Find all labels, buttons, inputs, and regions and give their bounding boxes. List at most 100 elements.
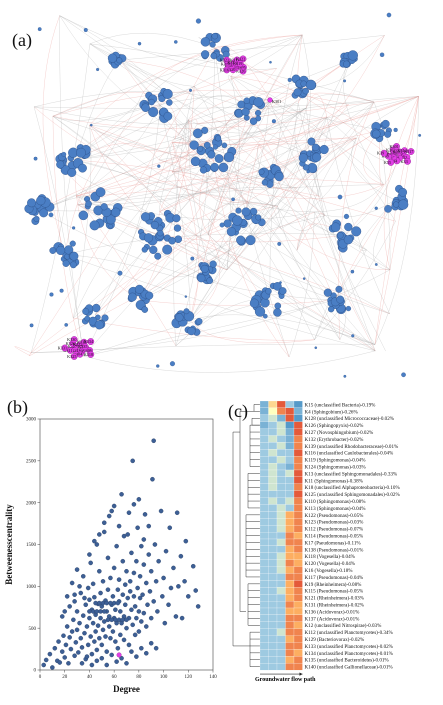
scatter-point: [92, 538, 97, 544]
x-tick-label: 0: [39, 675, 42, 680]
peripheral-node: [277, 241, 282, 246]
peripheral-node: [37, 27, 42, 32]
scatter-point: [106, 624, 112, 629]
scatter-point: [151, 599, 156, 604]
module-node: [255, 214, 262, 221]
negative-edge: [314, 221, 396, 340]
heatmap-cell: [285, 621, 295, 629]
heatmap-cell: [268, 656, 278, 664]
module-node: [312, 152, 322, 162]
scatter-point: [143, 624, 149, 629]
module-node: [298, 153, 308, 163]
scatter-point: [135, 525, 140, 531]
peripheral-node: [83, 28, 88, 33]
heatmap-cell: [268, 449, 278, 457]
scatter-point: [146, 523, 152, 529]
heatmap-cell: [293, 538, 303, 547]
heatmap-cell: [285, 607, 295, 616]
scatter-point: [95, 623, 101, 628]
scatter-point: [109, 652, 114, 658]
negative-edge: [344, 161, 397, 236]
flow-arrow-head: [299, 672, 303, 676]
positive-edge: [52, 92, 143, 117]
heatmap-cell: [268, 483, 278, 491]
module-node: [197, 145, 204, 152]
scatter-point: [134, 654, 139, 659]
heatmap-cell: [293, 525, 303, 533]
module-node: [56, 160, 65, 169]
scatter-point: [72, 592, 77, 597]
scatter-point: [122, 582, 128, 587]
key-node-label: K301: [390, 144, 399, 149]
scatter-point: [108, 635, 113, 641]
heatmap-cell: [268, 407, 278, 415]
positive-edge: [159, 234, 390, 314]
y-tick-label: 2000: [26, 501, 37, 506]
negative-edge: [74, 96, 419, 161]
heatmap-row-label: K127 (Novosphingobium)-0.02%: [305, 429, 375, 436]
scatter-point: [160, 594, 165, 599]
heatmap-cell: [285, 407, 295, 415]
scatter-point: [183, 538, 189, 544]
heatmap-cell: [293, 601, 303, 609]
scatter-point: [87, 615, 92, 621]
negative-edge: [52, 34, 303, 117]
peripheral-node: [314, 346, 318, 350]
scatter-point: [77, 620, 82, 626]
module-node: [195, 318, 203, 325]
heatmap-cell: [259, 532, 269, 540]
module-node: [384, 205, 392, 213]
scatter-point: [104, 649, 110, 654]
scatter-point: [94, 647, 100, 653]
positive-edge: [159, 104, 349, 212]
positive-edge: [374, 96, 419, 345]
scatter-point: [120, 558, 126, 564]
key-node: [223, 56, 231, 64]
key-node-label: K33: [401, 159, 408, 164]
scatter-point: [152, 542, 158, 547]
peripheral-node: [184, 295, 188, 298]
heatmap-cell: [268, 532, 278, 540]
negative-edge: [159, 104, 191, 321]
negative-edge: [52, 116, 228, 271]
module-node: [265, 287, 272, 295]
key-node-label: K39: [377, 151, 384, 156]
heatmap-cell: [276, 663, 286, 671]
scatter-point: [111, 503, 117, 509]
heatmap-cell: [293, 532, 303, 540]
module-node: [392, 201, 400, 208]
scatter-point: [80, 574, 86, 579]
module-node: [215, 135, 222, 142]
heatmap-cell: [259, 483, 269, 491]
scatter-point: [89, 651, 95, 657]
peripheral-node: [263, 313, 268, 319]
module-node: [241, 107, 250, 116]
negative-edge: [74, 159, 278, 207]
heatmap-cell: [293, 566, 303, 574]
plot-frame: [39, 418, 214, 671]
heatmap-cell: [276, 601, 286, 609]
key-node-label: K317: [404, 149, 413, 154]
heatmap-cell: [285, 483, 295, 491]
key-cluster: K315K305K326K323K320K316K307K310K321K313…: [220, 55, 247, 75]
scatter-point: [176, 584, 181, 589]
key-node-label: K316: [220, 67, 229, 72]
heatmap-cell: [285, 449, 295, 457]
scatter-point: [64, 624, 70, 629]
module-node: [237, 100, 246, 109]
scatter-point: [113, 607, 118, 613]
negative-edge: [83, 350, 376, 373]
negative-edge: [34, 101, 375, 109]
heatmap-cell: [268, 525, 278, 533]
module-node: [148, 98, 155, 106]
key-node-label: K334: [84, 339, 94, 344]
negative-edge: [74, 159, 246, 226]
scatter-point: [103, 634, 108, 639]
scatter-point: [118, 632, 123, 638]
module-node: [149, 245, 158, 254]
key-node-label: K326: [236, 69, 245, 74]
scatter-point: [146, 552, 152, 557]
heatmap-row-label: K12 (unclassified Nitrospirae)-0.03%: [305, 622, 383, 629]
scatter-point: [122, 602, 128, 608]
scatter-point: [85, 585, 91, 591]
